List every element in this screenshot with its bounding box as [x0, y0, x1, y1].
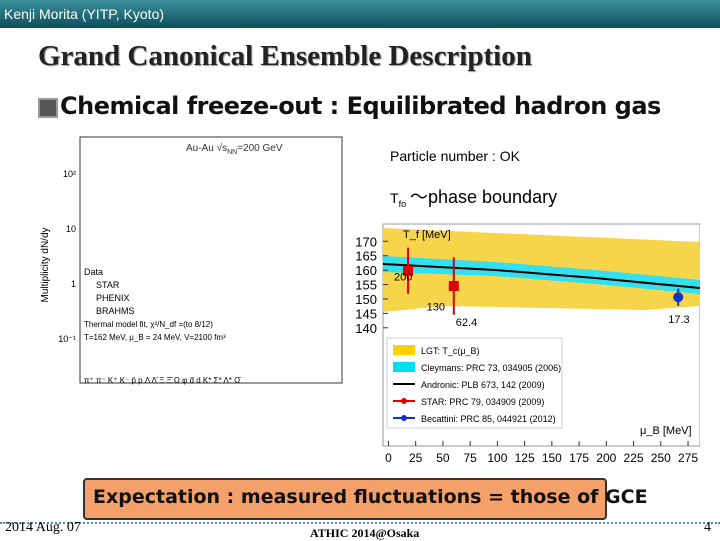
page-number: 4	[704, 520, 711, 535]
x-tick-label: 125	[515, 451, 535, 465]
legend-entry: STAR: PRC 79, 034909 (2009)	[421, 397, 544, 407]
legend-swatch	[393, 362, 415, 372]
x-tick-label: 175	[569, 451, 589, 465]
x-tick-label: 150	[542, 451, 562, 465]
system: Au-Au √sNN=200 GeV	[186, 142, 283, 156]
point-label: 17.3	[668, 314, 689, 326]
y-label: Multiplicity dN/dy	[40, 227, 51, 302]
legend-box	[386, 337, 563, 429]
event: ATHIC 2014@Osaka	[310, 526, 420, 540]
y-tick-label: 170	[355, 234, 377, 249]
y-label: T_f [MeV]	[403, 229, 451, 241]
band-lgt	[383, 256, 700, 294]
y-tick-label: 150	[355, 292, 377, 307]
andronic-curve	[382, 263, 700, 289]
bullet-text: Chemical freeze-out : Equilibrated hadro…	[60, 92, 661, 120]
y-tick-label: 145	[355, 306, 377, 321]
y-tick-label: 1	[71, 279, 76, 289]
legend-marker	[401, 415, 407, 421]
slide-title: Grand Canonical Ensemble Description	[38, 40, 532, 72]
footer-rule	[0, 522, 720, 524]
legend-entry: BRAHMS	[96, 306, 135, 316]
point-label: 130	[427, 302, 445, 314]
note: Particle number : OK	[390, 148, 520, 164]
legend-marker	[401, 398, 407, 404]
x-tick-label: 225	[624, 451, 644, 465]
x-label: μ_B [MeV]	[640, 425, 692, 437]
x-tick-label: 50	[436, 451, 450, 465]
callout-box	[83, 478, 607, 520]
x-tick-label: 200	[596, 451, 616, 465]
left-figure: Au-Au √sNN=200 GeV Multiplicity dN/dy 10…	[40, 136, 343, 385]
legend-entry: PHENIX	[96, 293, 130, 303]
date: 2014 Aug. 07	[5, 520, 81, 535]
point-label: 62.4	[456, 317, 477, 329]
legend-entry: Becattini: PRC 85, 044921 (2012)	[421, 414, 556, 424]
legend-entry: T=162 MeV, μ_B = 24 MeV, V=2100 fm³	[84, 333, 226, 342]
x-tick-label: 250	[651, 451, 671, 465]
x-tick-label: 75	[463, 451, 477, 465]
legend-entry: Thermal model fit, χ²/N_df =(to 8/12)	[84, 320, 213, 329]
author: Kenji Morita (YITP, Kyoto)	[4, 6, 165, 22]
bullet-icon	[38, 98, 58, 118]
y-tick-label: 140	[355, 321, 377, 336]
x-tick-label: 0	[385, 451, 392, 465]
legend-swatch	[393, 345, 415, 355]
x-tick-label: 275	[678, 451, 698, 465]
note: Tfo 〜phase boundary	[390, 187, 558, 209]
legend-entry: STAR	[96, 280, 120, 290]
point	[673, 292, 684, 303]
legend-entry: Data	[84, 267, 103, 277]
y-tick-label: 165	[355, 249, 377, 264]
point	[448, 280, 459, 291]
y-tick-label: 160	[355, 263, 377, 278]
y-tick-label: 10	[66, 224, 76, 234]
header-bar	[0, 0, 720, 28]
y-tick-label: 10⁻¹	[58, 334, 76, 344]
y-tick-label: 10²	[63, 169, 76, 179]
point	[403, 265, 414, 276]
frame	[79, 136, 343, 384]
particles: π⁺ π⁻ K⁺ K⁻ p̄ p Λ Λ̄ Ξ Ξ̄ Ω φ d̄ d K* Σ…	[84, 376, 242, 385]
legend-entry: Andronic: PLB 673, 142 (2009)	[421, 380, 545, 390]
x-tick-label: 25	[409, 451, 423, 465]
legend-entry: Cleymans: PRC 73, 034905 (2006)	[421, 363, 561, 373]
callout: Expectation : measured fluctuations = th…	[93, 486, 648, 508]
legend-entry: LGT: T_c(μ_B)	[421, 346, 480, 356]
x-tick-label: 100	[487, 451, 507, 465]
y-tick-label: 155	[355, 278, 377, 293]
point-label: 200	[394, 272, 412, 284]
